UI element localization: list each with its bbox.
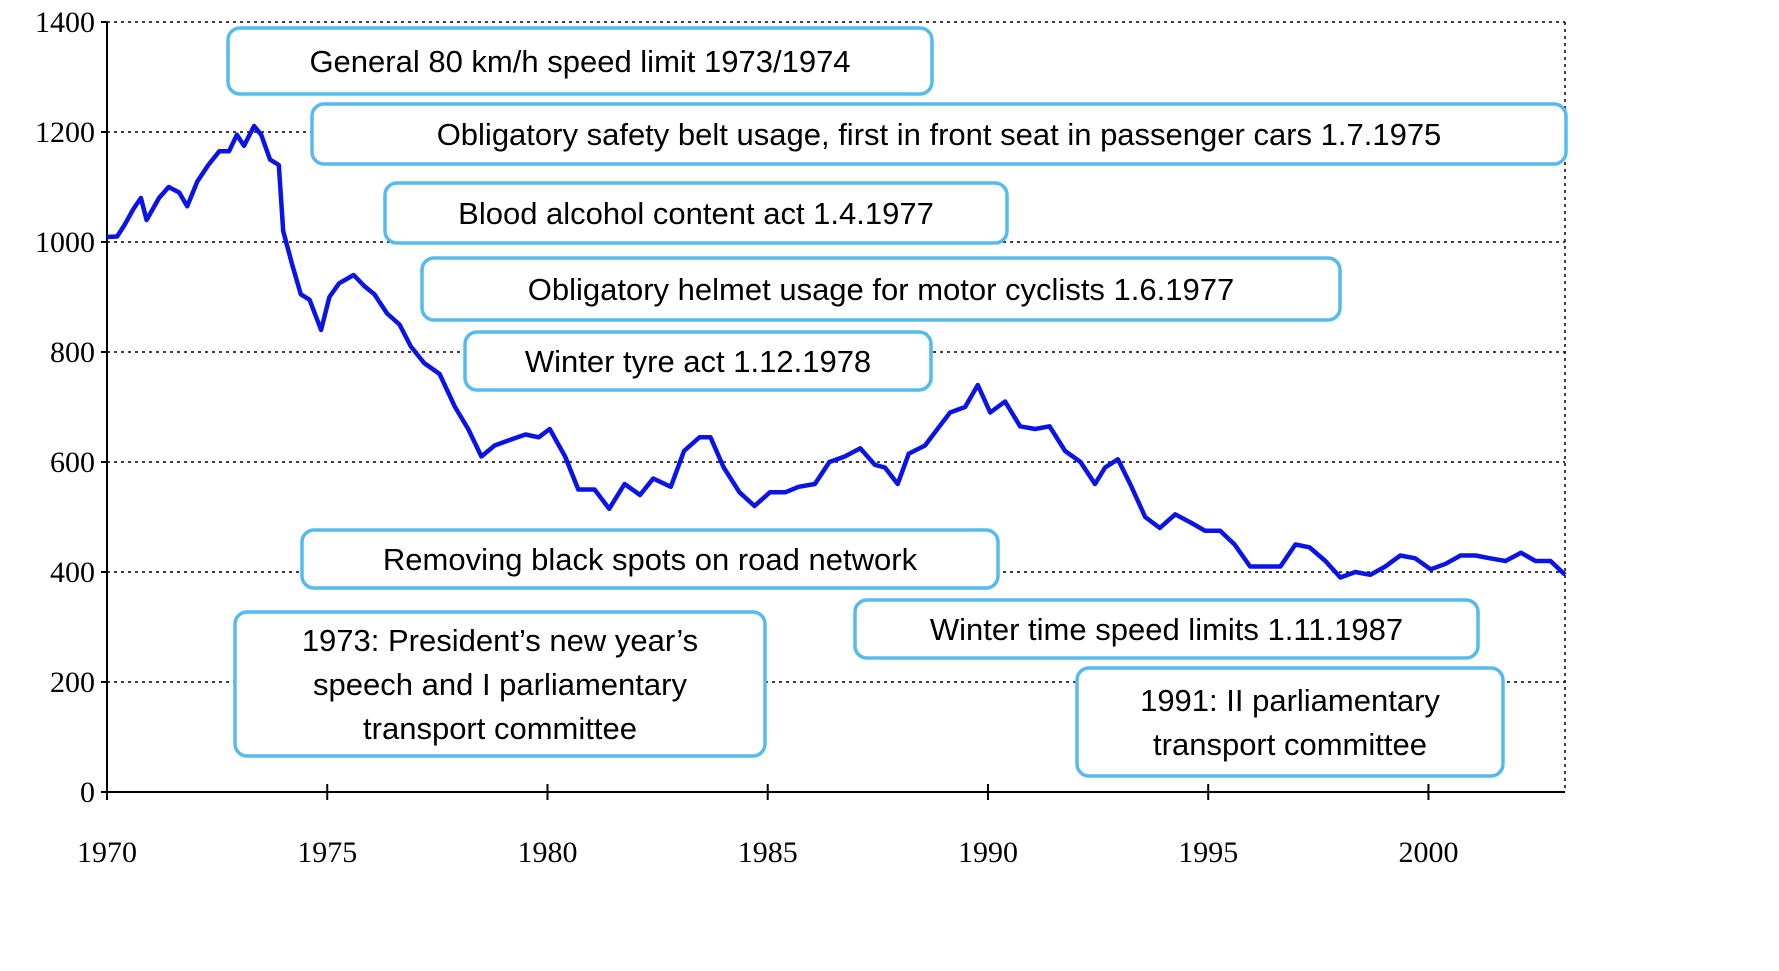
annotation-box	[463, 330, 933, 392]
x-tick-label: 1995	[1178, 836, 1238, 869]
y-tick-label: 0	[80, 776, 95, 809]
annotation-text: Blood alcohol content act 1.4.1977	[458, 196, 934, 231]
y-tick-label: 1400	[35, 6, 95, 39]
y-tick-label: 1000	[35, 226, 95, 259]
annotation-text: Winter tyre act 1.12.1978	[525, 344, 871, 379]
annotation-text: 1973: President’s new year’s	[302, 623, 698, 658]
annotation-text: transport committee	[363, 711, 637, 746]
annotation-text: Winter time speed limits 1.11.1987	[930, 612, 1403, 647]
annotation-box	[853, 598, 1480, 660]
data-line	[106, 123, 1567, 580]
annotation-text: 1991: II parliamentary	[1140, 683, 1440, 718]
y-tick-label: 600	[50, 446, 95, 479]
x-tick-label: 2000	[1398, 836, 1458, 869]
annotation-text: Obligatory safety belt usage, first in f…	[437, 117, 1442, 152]
annotation-text: transport committee	[1153, 727, 1427, 762]
annotation-box	[233, 610, 767, 758]
annotation-text: Obligatory helmet usage for motor cyclis…	[528, 272, 1234, 307]
annotation-box	[300, 528, 1000, 590]
annotation-box	[420, 256, 1342, 322]
annotation-text: Removing black spots on road network	[383, 542, 918, 577]
x-tick-label: 1975	[297, 836, 357, 869]
x-tick-label: 1980	[517, 836, 577, 869]
y-tick-label: 200	[50, 666, 95, 699]
x-tick-label: 1970	[77, 836, 137, 869]
x-tick-label: 1990	[958, 836, 1018, 869]
annotation-box	[383, 181, 1009, 245]
y-tick-label: 400	[50, 556, 95, 589]
annotation-box	[310, 102, 1568, 166]
y-tick-label: 1200	[35, 116, 95, 149]
annotation-text: General 80 km/h speed limit 1973/1974	[309, 44, 850, 79]
x-tick-label: 1985	[738, 836, 798, 869]
annotation-box	[226, 26, 934, 96]
annotation-text: speech and I parliamentary	[313, 667, 687, 702]
y-tick-label: 800	[50, 336, 95, 369]
annotation-box	[1075, 666, 1505, 778]
